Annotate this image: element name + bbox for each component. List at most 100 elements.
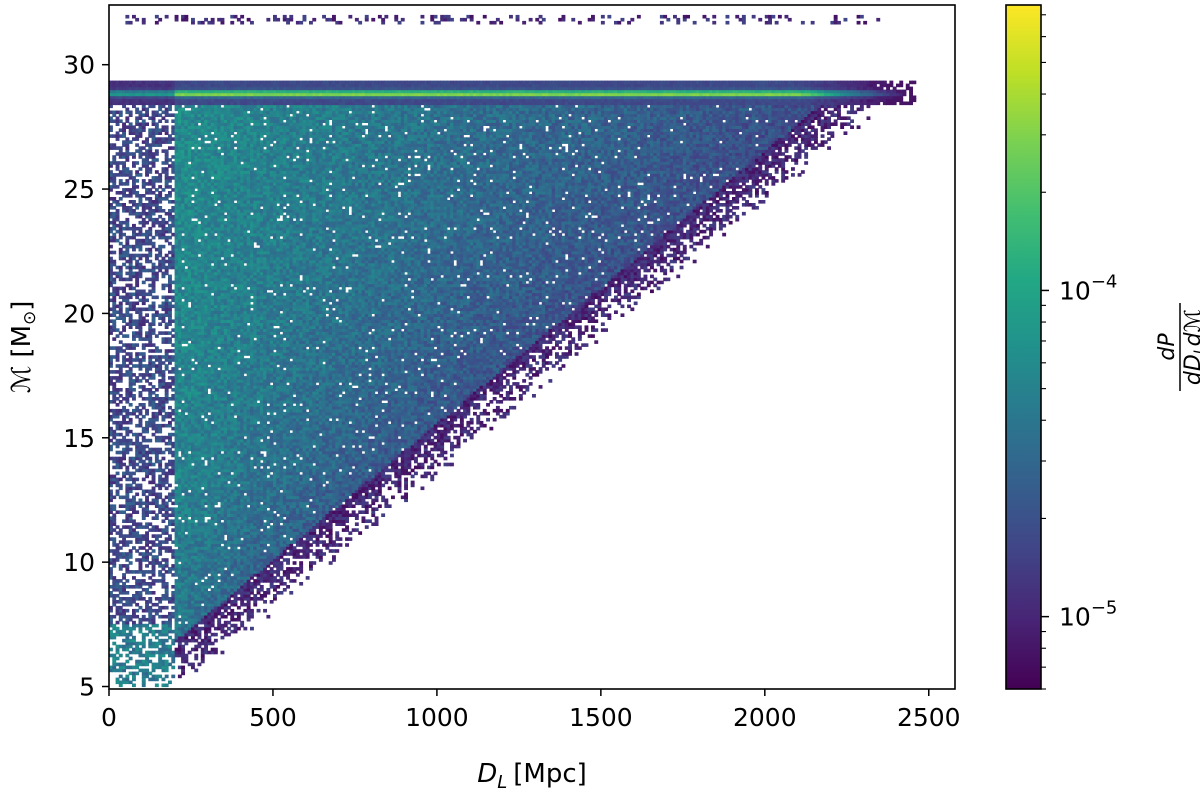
heatmap-cell: [227, 534, 231, 538]
heatmap-cell: [223, 549, 228, 553]
heatmap-cell: [263, 567, 267, 571]
heatmap-cell: [299, 504, 304, 508]
heatmap-cell: [118, 432, 123, 437]
heatmap-cell: [250, 504, 254, 508]
heatmap-cell: [125, 608, 130, 613]
heatmap-cell: [148, 600, 153, 604]
heatmap-cell: [138, 582, 143, 586]
heatmap-cell: [145, 549, 149, 553]
heatmap-cell: [164, 665, 169, 670]
heatmap-cell: [109, 528, 113, 532]
heatmap-cell: [292, 507, 297, 511]
heatmap-cell: [309, 504, 313, 508]
heatmap-cell: [194, 608, 199, 613]
heatmap-cell: [161, 620, 166, 625]
heatmap-cell: [125, 680, 130, 685]
heatmap-cell: [210, 611, 215, 616]
heatmap-cell: [122, 665, 126, 670]
heatmap-cell: [213, 570, 218, 574]
heatmap-cell: [213, 597, 218, 601]
heatmap-cell: [220, 522, 225, 526]
heatmap-cell: [187, 626, 192, 631]
heatmap-cell: [295, 516, 300, 520]
heatmap-cell: [223, 522, 228, 526]
heatmap-cell: [135, 582, 140, 586]
heatmap-cell: [138, 579, 143, 583]
heatmap-cell: [243, 525, 248, 529]
heatmap-cell: [154, 608, 159, 613]
heatmap-cell: [184, 525, 189, 529]
heatmap-cell: [200, 638, 205, 643]
heatmap-cell: [174, 591, 179, 595]
heatmap-cell: [181, 629, 185, 634]
heatmap-cell: [236, 570, 241, 574]
heatmap-cell: [194, 623, 199, 628]
heatmap-cell: [259, 525, 264, 529]
heatmap-cell: [295, 537, 300, 541]
heatmap-cell: [164, 623, 169, 628]
heatmap-cell: [233, 623, 238, 628]
heatmap-cell: [256, 558, 261, 562]
heatmap-cell: [174, 522, 179, 526]
heatmap-cell: [204, 573, 208, 577]
heatmap-cell: [184, 629, 189, 634]
heatmap-cell: [273, 516, 277, 520]
heatmap-cell: [187, 585, 192, 589]
heatmap-cell: [184, 638, 189, 643]
heatmap-cell: [148, 582, 153, 586]
heatmap-cell: [220, 623, 225, 628]
heatmap-cell: [309, 564, 313, 568]
heatmap-cell: [204, 614, 208, 619]
heatmap-cell: [132, 531, 136, 535]
heatmap-cell: [194, 510, 199, 514]
heatmap-cell: [151, 528, 156, 532]
heatmap-cell: [223, 555, 228, 559]
heatmap-cell: [266, 519, 271, 523]
heatmap-cell: [191, 549, 195, 553]
heatmap-cell: [236, 611, 241, 616]
heatmap-cell: [250, 519, 254, 523]
heatmap-cell: [286, 570, 290, 574]
heatmap-cell: [236, 561, 241, 565]
heatmap-cell: [200, 614, 205, 619]
heatmap-cell: [204, 558, 208, 562]
heatmap-cell: [210, 528, 215, 532]
heatmap-cell: [269, 546, 274, 550]
heatmap-cell: [236, 549, 241, 553]
heatmap-cell: [377, 504, 382, 508]
heatmap-cell: [259, 570, 264, 574]
heatmap-cell: [197, 594, 202, 598]
heatmap-cell: [177, 543, 182, 547]
heatmap-cell: [194, 632, 199, 637]
heatmap-cell: [197, 632, 202, 637]
heatmap-cell: [223, 531, 228, 535]
heatmap-cell: [246, 579, 251, 583]
heatmap-cell: [148, 576, 153, 580]
heatmap-cell: [213, 549, 218, 553]
heatmap-cell: [325, 525, 330, 529]
heatmap-cell: [161, 507, 166, 511]
heatmap-cell: [168, 537, 172, 541]
heatmap-cell: [204, 611, 208, 616]
heatmap-cell: [194, 528, 199, 532]
heatmap-cell: [187, 504, 192, 508]
heatmap-cell: [154, 513, 159, 517]
heatmap-cell: [223, 570, 228, 574]
heatmap-cell: [230, 582, 235, 586]
heatmap-cell: [302, 540, 307, 544]
heatmap-cell: [135, 540, 140, 544]
heatmap-cell: [253, 600, 258, 604]
heatmap-cell: [132, 677, 136, 682]
heatmap-cell: [213, 582, 218, 586]
heatmap-cell: [276, 555, 281, 559]
heatmap-cell: [259, 552, 264, 556]
heatmap-cell: [354, 528, 359, 532]
heatmap-cell: [187, 552, 192, 556]
heatmap-cell: [227, 525, 231, 529]
heatmap-cell: [151, 573, 156, 577]
heatmap-cell: [223, 576, 228, 580]
heatmap-cell: [220, 549, 225, 553]
heatmap-cell: [269, 570, 274, 574]
heatmap-cell: [200, 534, 205, 538]
heatmap-cell: [318, 528, 323, 532]
